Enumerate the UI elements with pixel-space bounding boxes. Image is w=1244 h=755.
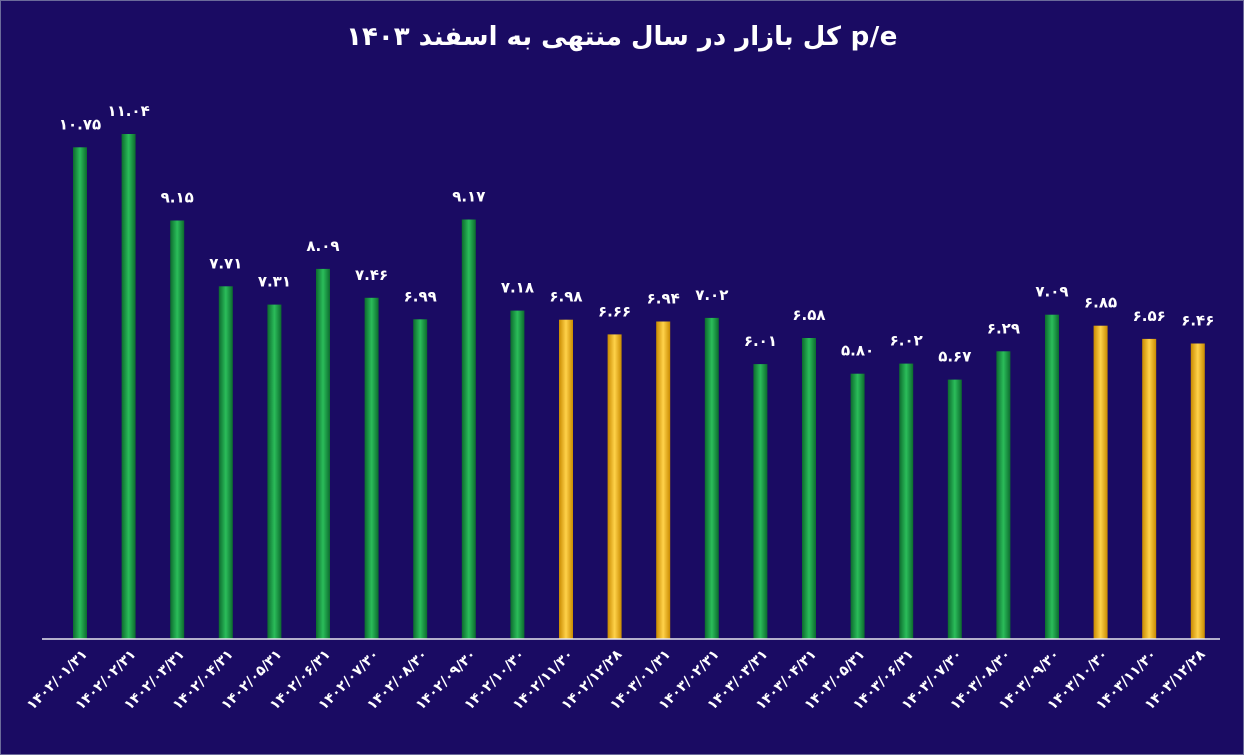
bar-17 — [850, 373, 865, 639]
data-label-16: ۶.۵۸ — [792, 306, 825, 324]
bar-19 — [947, 379, 962, 639]
chart-title: p/e کل بازار در سال منتهی به اسفند ۱۴۰۳ — [346, 22, 898, 52]
data-label-7: ۷.۴۶ — [355, 266, 388, 284]
data-label-3: ۹.۱۵ — [161, 189, 194, 207]
data-label-19: ۵.۶۷ — [938, 348, 971, 366]
bar-3 — [170, 220, 185, 639]
data-label-21: ۷.۰۹ — [1035, 283, 1068, 301]
bar-7 — [364, 297, 379, 639]
data-label-23: ۶.۵۶ — [1133, 307, 1166, 325]
data-label-9: ۹.۱۷ — [452, 188, 485, 206]
data-label-4: ۷.۷۱ — [209, 254, 242, 272]
bar-2 — [121, 134, 136, 639]
bar-21 — [1045, 314, 1059, 639]
data-label-11: ۶.۹۸ — [549, 288, 582, 306]
data-label-22: ۶.۸۵ — [1084, 294, 1117, 312]
bar-5 — [267, 304, 282, 639]
bar-4 — [218, 286, 233, 639]
bar-8 — [413, 319, 428, 639]
data-label-15: ۶.۰۱ — [744, 332, 777, 350]
data-label-8: ۶.۹۹ — [404, 287, 437, 305]
data-label-12: ۶.۶۶ — [598, 302, 631, 320]
bar-20 — [996, 351, 1011, 639]
bar-13 — [656, 321, 671, 639]
bar-24 — [1190, 343, 1205, 639]
bar-16 — [802, 338, 816, 639]
data-label-13: ۶.۹۴ — [647, 290, 680, 308]
data-label-2: ۱۱.۰۴ — [107, 102, 149, 120]
data-label-1: ۱۰.۷۵ — [59, 115, 101, 133]
data-label-10: ۷.۱۸ — [501, 279, 534, 297]
bar-14 — [704, 317, 719, 639]
data-label-14: ۷.۰۲ — [695, 286, 728, 304]
bar-15 — [753, 364, 768, 639]
data-label-18: ۶.۰۲ — [890, 332, 923, 350]
bar-23 — [1142, 338, 1157, 639]
bar-9 — [461, 219, 476, 639]
data-label-5: ۷.۳۱ — [258, 273, 291, 291]
bar-10 — [510, 310, 525, 639]
bar-18 — [899, 363, 914, 639]
bar-11 — [559, 319, 573, 639]
data-label-20: ۶.۲۹ — [987, 319, 1020, 337]
bar-12 — [607, 334, 622, 639]
data-label-24: ۶.۴۶ — [1181, 312, 1214, 330]
bar-22 — [1093, 325, 1108, 639]
data-label-17: ۵.۸۰ — [841, 342, 874, 360]
data-label-6: ۸.۰۹ — [306, 237, 339, 255]
bar-6 — [316, 268, 330, 639]
bar-1 — [73, 147, 87, 640]
